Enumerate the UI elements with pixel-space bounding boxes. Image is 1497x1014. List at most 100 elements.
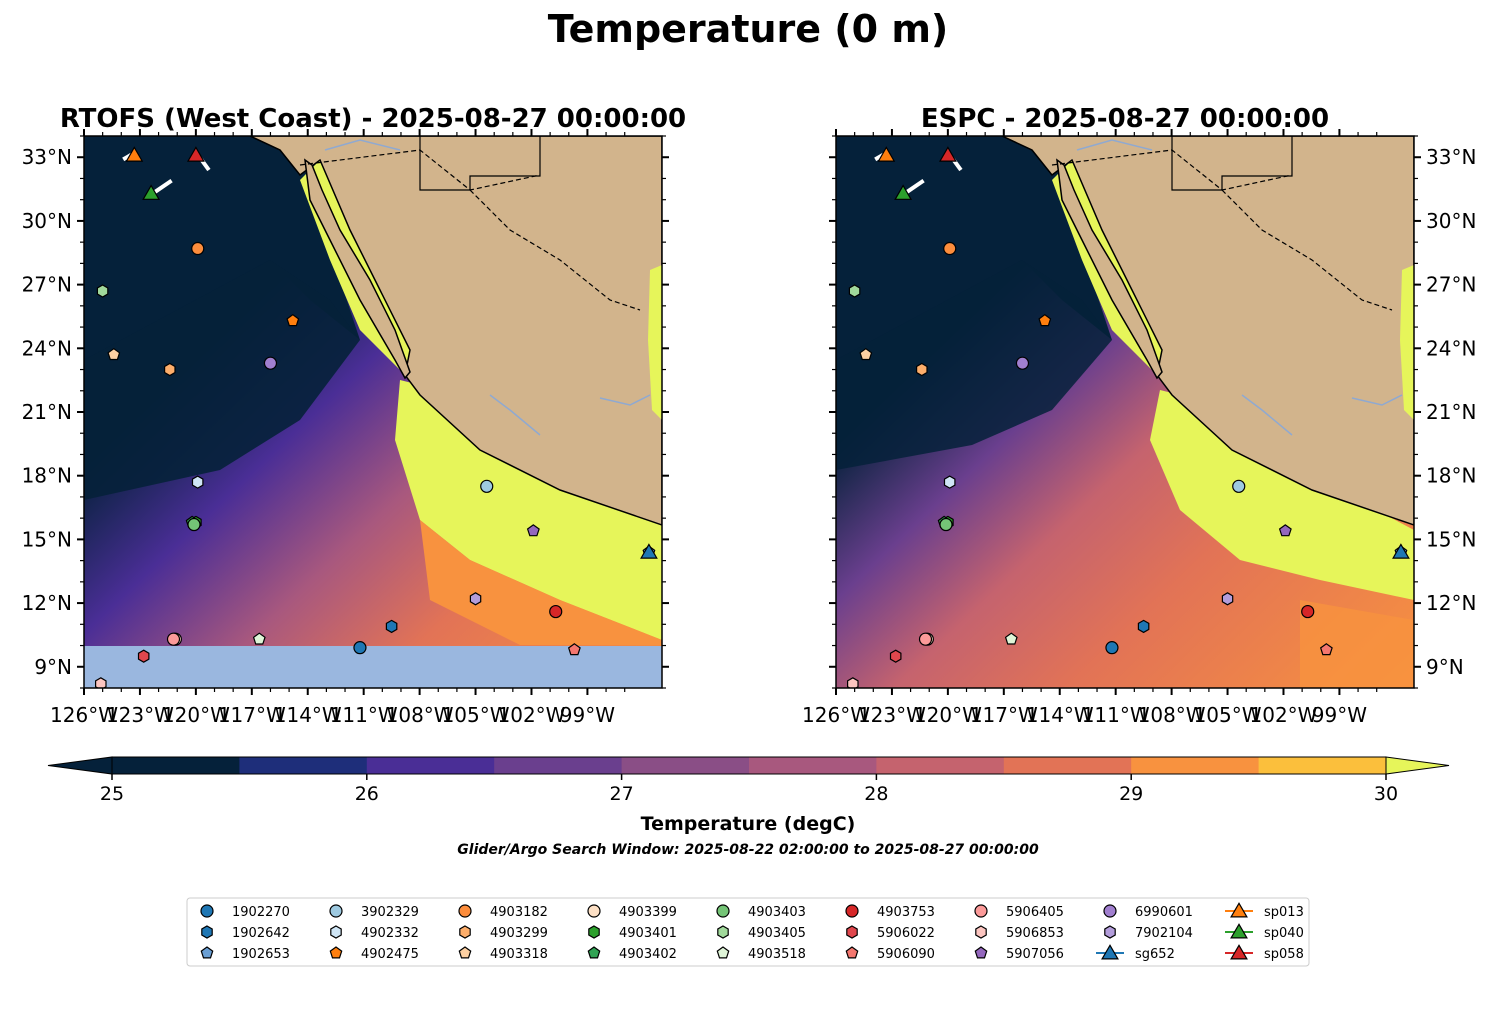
float-4902475 — [1038, 313, 1052, 327]
colorbar-segment — [876, 757, 1005, 774]
legend-marker — [587, 904, 601, 918]
x-tick-label: 114°W — [1026, 703, 1094, 727]
legend-entry: 5907056 — [974, 946, 1064, 962]
legend-entry: 5906853 — [975, 925, 1064, 941]
float-5907056 — [1278, 524, 1292, 537]
y-tick-label: 27°N — [22, 273, 72, 297]
x-tick-label: 102°W — [1250, 703, 1318, 727]
legend-marker — [974, 904, 988, 918]
baja-california — [304, 158, 411, 380]
border-line — [1221, 189, 1393, 311]
legend-marker — [716, 946, 730, 959]
river — [599, 394, 651, 406]
no-data-band — [84, 646, 662, 688]
colorbar: 25 26 27 28 29 30 — [47, 756, 1450, 805]
colorbar-tick-label: 28 — [864, 783, 888, 805]
warm-water-region — [395, 380, 662, 640]
y-tick-label: 18°N — [1426, 464, 1476, 488]
legend-marker — [716, 904, 730, 918]
float-4902475 — [286, 313, 300, 327]
legend-label: 5906022 — [877, 926, 935, 941]
glider-sp058 — [186, 146, 205, 162]
panel-title-espc: ESPC - 2025-08-27 00:00:00 — [921, 104, 1329, 134]
colorbar-segment — [1258, 757, 1387, 774]
legend-label: sp058 — [1264, 947, 1304, 962]
float-1902642 — [1137, 619, 1150, 634]
panel-title-rtofs: RTOFS (West Coast) - 2025-08-27 00:00:00 — [60, 104, 686, 134]
legend-label: 4903318 — [490, 947, 548, 962]
float-4903182 — [191, 241, 205, 256]
legend-marker — [329, 904, 343, 918]
y-tick-label: 15°N — [1426, 527, 1476, 551]
legend-label: 4903299 — [490, 926, 548, 941]
float-4902332 — [943, 475, 956, 489]
legend-marker — [587, 946, 601, 959]
y-tick-label: 24°N — [22, 336, 72, 360]
legend-entry: 4902332 — [330, 925, 419, 941]
colorbar-tick-label: 30 — [1374, 783, 1398, 805]
legend-entry: 4903182 — [458, 904, 548, 920]
cold-water-region — [836, 260, 1112, 470]
legend-label: 5907056 — [1006, 947, 1064, 962]
x-tick-label: 105°W — [1194, 703, 1262, 727]
glider-sp013 — [877, 146, 896, 162]
legend-entry: sp040 — [1225, 923, 1304, 941]
x-tick-label: 108°W — [1138, 703, 1206, 727]
float-1902642 — [385, 619, 398, 634]
legend-label: 3902329 — [361, 905, 419, 920]
legend-label: 4902475 — [361, 947, 419, 962]
warm-water-region — [1300, 600, 1414, 688]
y-tick-label: 9°N — [1426, 655, 1464, 679]
x-tick-label: 99°W — [1312, 703, 1367, 727]
colorbar-segment — [621, 757, 750, 774]
y-tick-label: 12°N — [22, 591, 72, 615]
y-tick-label: 33°N — [22, 145, 72, 169]
legend-marker — [1101, 944, 1119, 960]
legend-entry: 4903405 — [717, 925, 806, 941]
figure-title: Temperature (0 m) — [548, 7, 949, 51]
float-4903299 — [164, 362, 176, 377]
legend-entry: 4903299 — [459, 925, 548, 941]
colorbar-segment — [1003, 757, 1132, 774]
axis-ticks-rtofs: 126°W123°W120°W117°W114°W111°W108°W105°W… — [22, 129, 669, 727]
legend-marker — [1230, 902, 1248, 918]
legend-marker — [1230, 944, 1248, 960]
glider-sg652 — [1392, 543, 1410, 559]
legend-entry: sg652 — [1096, 944, 1175, 962]
legend-label: 4903402 — [619, 947, 677, 962]
glider-sp058 — [938, 146, 957, 162]
legend-entry: 4903402 — [587, 946, 677, 962]
legend-label: 4903401 — [619, 926, 677, 941]
colorbar-extend-max — [1385, 756, 1450, 775]
x-tick-label: 111°W — [330, 703, 398, 727]
float-4903518 — [252, 632, 266, 645]
y-tick-label: 24°N — [1426, 336, 1476, 360]
legend-label: 4903518 — [748, 947, 806, 962]
legend-label: 4902332 — [361, 926, 419, 941]
border-line — [1051, 149, 1293, 191]
float-1902270 — [1105, 641, 1119, 655]
land-mass — [249, 136, 662, 526]
legend-label: 7902104 — [1135, 926, 1193, 941]
colorbar-extend-min — [47, 756, 113, 775]
float-5906405 — [166, 632, 181, 646]
y-tick-label: 21°N — [1426, 400, 1476, 424]
legend-label: 5906853 — [1006, 926, 1064, 941]
legend-entry: 4903401 — [588, 925, 677, 941]
legend-label: sp013 — [1264, 905, 1304, 920]
float-4903753 — [1301, 604, 1315, 619]
gulf-of-mexico-strip — [648, 265, 662, 420]
y-tick-label: 15°N — [22, 527, 72, 551]
legend: 1902270 1902642 1902653 3902329 4902332 49024… — [200, 902, 1304, 962]
legend-marker — [974, 946, 988, 959]
legend-entry: 1902653 — [200, 946, 290, 962]
colorbar-tick-label: 27 — [610, 783, 634, 805]
x-tick-label: 108°W — [386, 703, 454, 727]
legend-marker — [845, 904, 859, 918]
legend-label: sp040 — [1264, 926, 1304, 941]
river — [1076, 139, 1153, 151]
river — [489, 394, 541, 436]
float-5906405 — [918, 632, 933, 646]
glider-sp013 — [125, 146, 144, 162]
border-line — [1171, 136, 1293, 191]
